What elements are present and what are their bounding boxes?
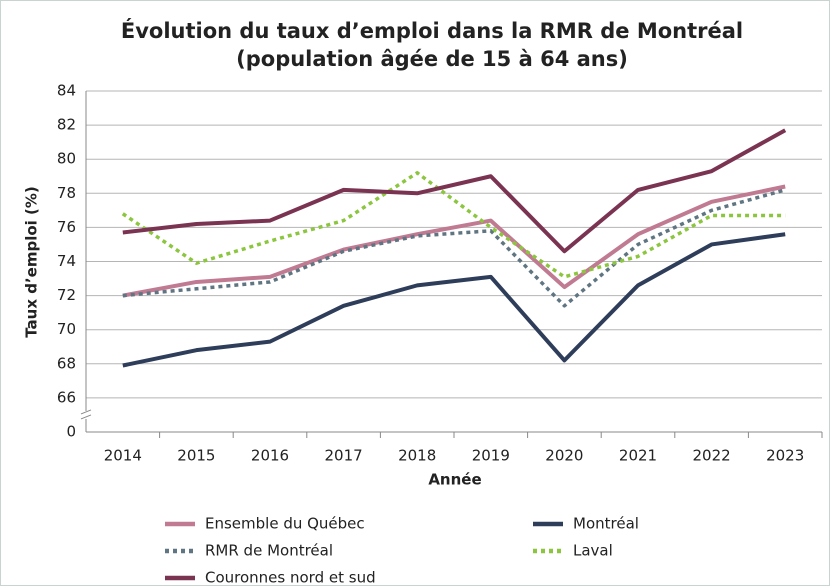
y-tick-label: 70: [57, 320, 76, 338]
y-tick-label: 72: [57, 286, 76, 304]
y-tick-label: 78: [57, 184, 76, 202]
y-tick-label: 82: [57, 116, 76, 134]
x-tick-label: 2018: [398, 447, 436, 465]
y-tick-label: 0: [66, 423, 76, 441]
x-tick-label: 2014: [104, 447, 142, 465]
y-tick-label: 84: [57, 82, 76, 100]
chart-title: (population âgée de 15 à 64 ans): [236, 47, 628, 71]
x-tick-label: 2023: [766, 447, 804, 465]
series-line: [122, 184, 786, 298]
x-tick-label: 2015: [177, 447, 215, 465]
x-tick-label: 2016: [251, 447, 289, 465]
axis-break: [80, 414, 92, 420]
legend-label: Montréal: [573, 515, 639, 533]
axis-break: [80, 410, 92, 419]
y-tick-label: 66: [57, 388, 76, 406]
x-axis-label: Année: [428, 471, 481, 489]
y-tick-label: 80: [57, 150, 76, 168]
x-tick-label: 2020: [545, 447, 583, 465]
y-tick-label: 68: [57, 354, 76, 372]
y-tick-label: 76: [57, 218, 76, 236]
x-tick-label: 2022: [693, 447, 731, 465]
y-axis-label: Taux d’emploi (%): [23, 186, 41, 338]
legend-label: Couronnes nord et sud: [205, 569, 376, 586]
y-tick-label: 74: [57, 252, 76, 270]
legend-label: RMR de Montréal: [205, 542, 333, 560]
series-line: [122, 128, 787, 254]
chart-title: Évolution du taux d’emploi dans la RMR d…: [121, 18, 743, 43]
legend-label: Ensemble du Québec: [205, 515, 365, 533]
axis-break: [80, 409, 92, 415]
legend-label: Laval: [573, 542, 613, 560]
series-line: [122, 232, 786, 368]
x-tick-label: 2021: [619, 447, 657, 465]
x-tick-label: 2017: [325, 447, 363, 465]
series-line: [122, 188, 786, 308]
x-tick-label: 2019: [472, 447, 510, 465]
